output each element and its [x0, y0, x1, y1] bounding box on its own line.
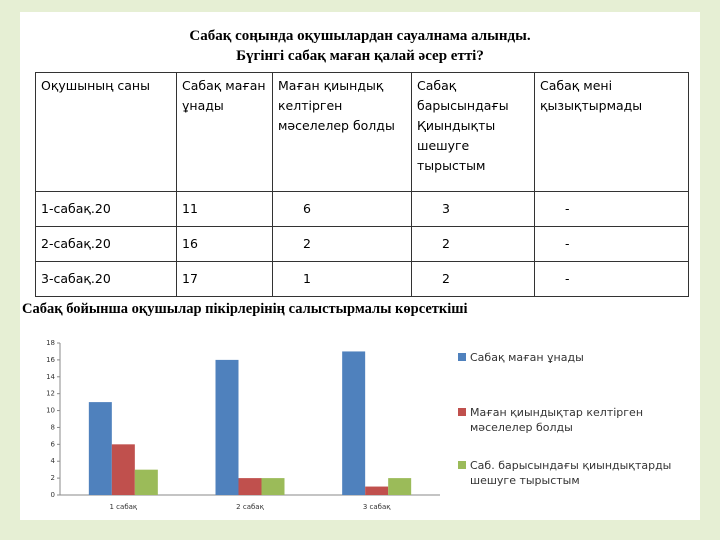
header-cell: Сабақ барысындағы Қиындықты шешуге тырыс… [411, 72, 535, 192]
bar [134, 469, 158, 495]
x-tick-label: 2 сабақ [236, 503, 264, 511]
table-cell: 3-сабақ.20 [35, 261, 177, 297]
title-line: Сабақ соңында оқушылардан сауалнама алын… [189, 28, 531, 44]
table-cell: 2 [411, 226, 535, 262]
table-row: 2-сабақ.20 16 2 2- [35, 226, 689, 262]
survey-table: Оқушының саны Сабақ маған ұнады Маған қиын… [35, 72, 689, 297]
y-tick-label: 2 [51, 474, 55, 482]
bar [261, 478, 285, 495]
table-cell: 2-сабақ.20 [35, 226, 177, 262]
title-line: Бүгінгі сабақ маған қалай әсер етті? [236, 48, 484, 64]
legend-label: Сабақ маған ұнады [470, 351, 584, 364]
header-cell: Маған қиындық келтірген мәселелер болды [272, 72, 412, 192]
header-cell: Оқушының саны [35, 72, 177, 192]
x-tick-label: 3 сабақ [363, 503, 391, 511]
y-tick-label: 16 [46, 356, 55, 364]
bar [111, 444, 135, 495]
chart-title: Сабақ бойынша оқушылар пікірлерінің салы… [22, 301, 468, 317]
bar [342, 351, 366, 495]
header-cell: Сабақ мені қызықтырмады [534, 72, 689, 192]
table-cell: 17 [176, 261, 273, 297]
legend-swatch [458, 408, 466, 416]
table-cell: 6 [272, 191, 412, 227]
table-cell: 11 [176, 191, 273, 227]
bar [215, 359, 239, 495]
legend-swatch [458, 353, 466, 361]
y-tick-label: 0 [51, 491, 55, 499]
table-cell: 3 [411, 191, 535, 227]
y-tick-label: 12 [46, 390, 55, 398]
table-cell: 1-сабақ.20 [35, 191, 177, 227]
bar [365, 486, 389, 495]
header-cell: Сабақ маған ұнады [176, 72, 273, 192]
table-cell: 16 [176, 226, 273, 262]
table-cell: 2 [272, 226, 412, 262]
table-cell: - [534, 261, 689, 297]
bar [388, 478, 412, 495]
y-tick-label: 4 [51, 457, 56, 465]
table-row: 1-сабақ.20 11 6 3- [35, 191, 689, 227]
legend-label: Маған қиындықтар келтірген мәселелер бол… [470, 406, 644, 434]
y-tick-label: 6 [51, 440, 56, 448]
x-tick-label: 1 сабақ [110, 503, 138, 511]
table-cell: 2 [411, 261, 535, 297]
bar [238, 478, 262, 495]
y-tick-label: 8 [51, 423, 55, 431]
legend-label: Саб. барысындағы қиындықтарды шешуге тыр… [470, 459, 672, 487]
y-tick-label: 10 [46, 407, 55, 415]
table-cell: 1 [272, 261, 412, 297]
legend-swatch [458, 461, 466, 469]
chart: 0 2 4 6 8 10 12 14 16 18 1 сабақ 2 сабақ 3 сабақ [46, 339, 440, 511]
table-cell: - [534, 226, 689, 262]
table-row: 3-сабақ.20 17 1 2- [35, 261, 689, 297]
bar [88, 402, 112, 495]
y-tick-label: 14 [46, 373, 55, 381]
table-cell: - [534, 191, 689, 227]
y-tick-label: 18 [46, 339, 55, 347]
